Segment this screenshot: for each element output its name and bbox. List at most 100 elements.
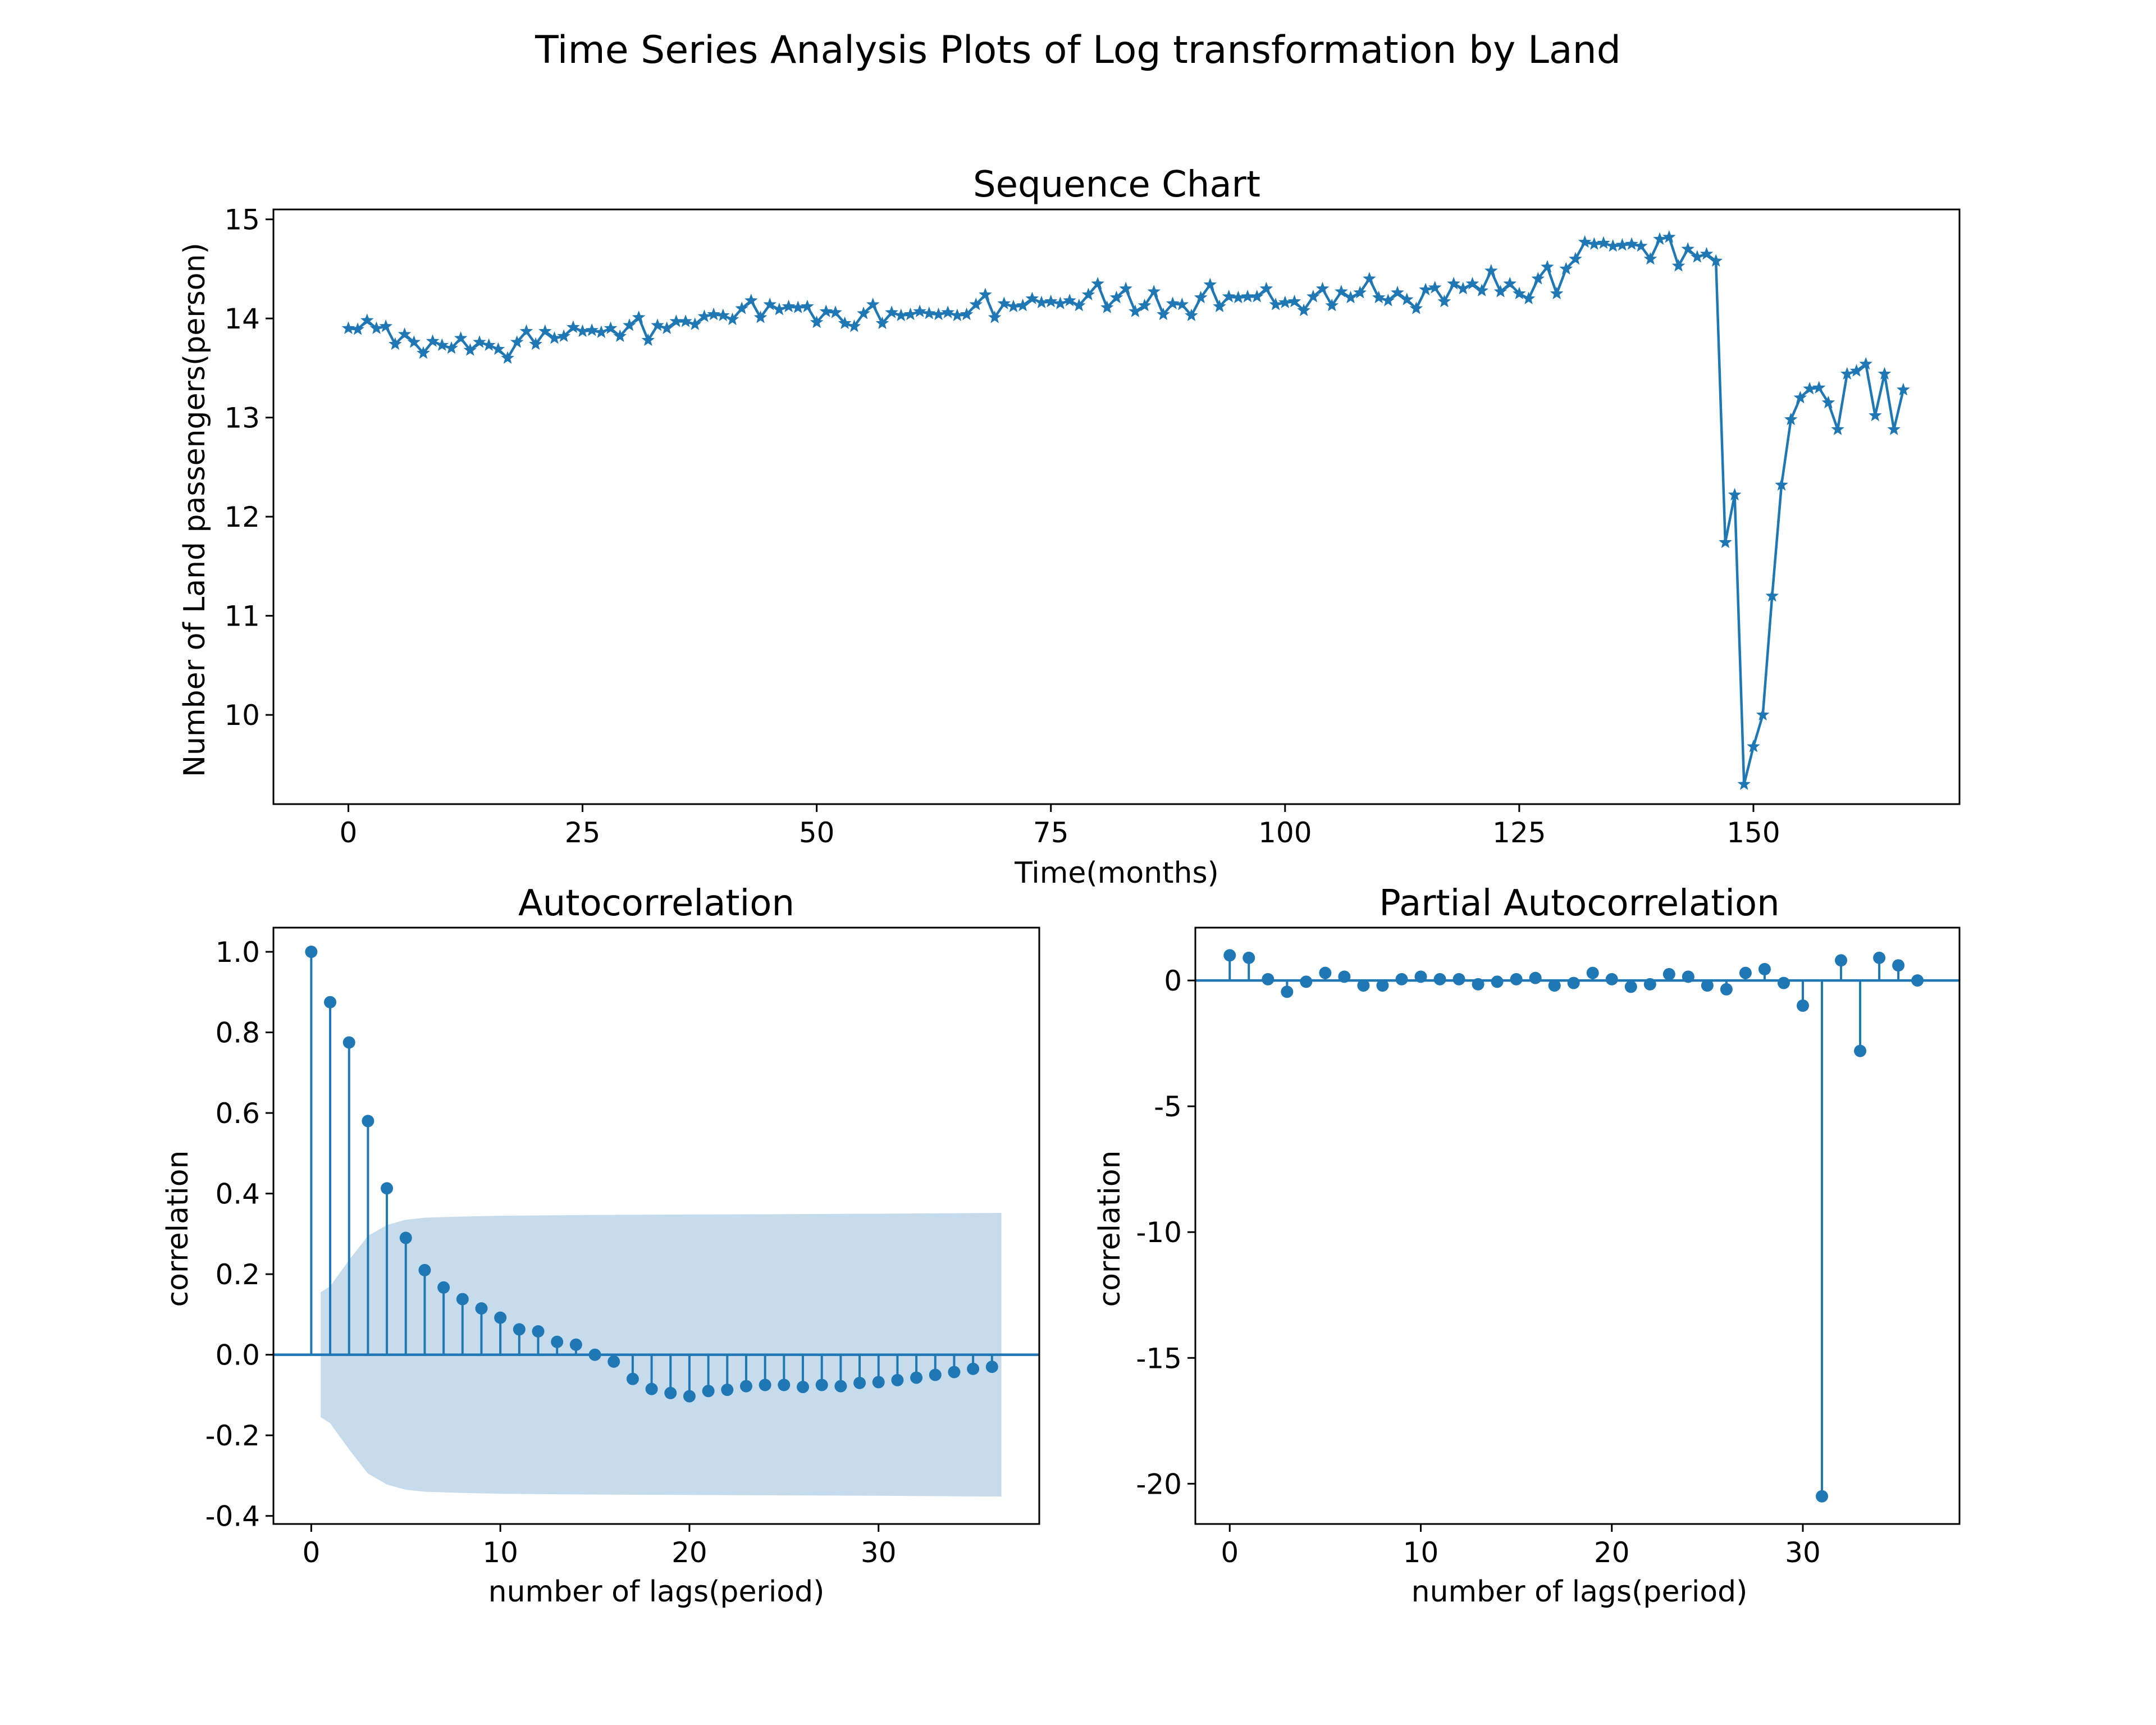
sequence-point xyxy=(417,346,430,359)
autocorrelation-title: Autocorrelation xyxy=(518,883,794,924)
sequence-point xyxy=(1887,422,1901,435)
sequence-point xyxy=(1091,276,1104,290)
sequence-point xyxy=(1044,294,1058,308)
autocorrelation-point xyxy=(985,1361,998,1373)
sequence-point xyxy=(1897,382,1910,396)
autocorrelation-point xyxy=(815,1379,828,1391)
partial-autocorrelation-point xyxy=(1376,979,1389,992)
partial-autocorrelation-point xyxy=(1873,951,1886,964)
sequence-xtick-label: 125 xyxy=(1492,816,1546,849)
sequence-point xyxy=(613,329,627,342)
partial-autocorrelation-point xyxy=(1510,973,1523,985)
sequence-point xyxy=(1166,296,1180,309)
autocorrelation-point xyxy=(683,1390,696,1403)
autocorrelation-point xyxy=(721,1384,734,1397)
sequence-point xyxy=(1437,294,1451,308)
sequence-point xyxy=(1259,281,1273,295)
autocorrelation-ylabel: correlation xyxy=(161,1150,195,1307)
sequence-point xyxy=(1372,290,1386,304)
partial-autocorrelation-point xyxy=(1281,985,1294,998)
sequence-point xyxy=(1053,296,1067,309)
partial-autocorrelation-point xyxy=(1472,978,1484,991)
sequence-point xyxy=(1522,291,1536,304)
sequence-chart-title: Sequence Chart xyxy=(973,164,1260,206)
sequence-point xyxy=(1541,259,1554,273)
autocorrelation-point xyxy=(362,1115,374,1128)
sequence-point xyxy=(510,335,524,348)
sequence-point xyxy=(660,321,674,334)
sequence-point xyxy=(988,310,1002,323)
sequence-point xyxy=(763,297,777,311)
sequence-point xyxy=(1775,478,1788,491)
partial-autocorrelation-point xyxy=(1548,979,1561,992)
sequence-ytick-label: 14 xyxy=(224,303,260,335)
sequence-ytick-label: 11 xyxy=(224,600,260,633)
sequence-point xyxy=(931,307,945,321)
sequence-point xyxy=(1475,284,1488,296)
autocorrelation-point xyxy=(910,1371,923,1384)
autocorrelation-point xyxy=(456,1293,469,1306)
sequence-point xyxy=(1559,262,1573,275)
sequence-point xyxy=(1597,236,1610,249)
autocorrelation-ytick-label: 0.2 xyxy=(215,1258,260,1291)
sequence-point xyxy=(445,341,458,354)
sequence-point xyxy=(1513,286,1526,300)
sequence-point xyxy=(1081,288,1095,300)
sequence-point xyxy=(847,319,861,332)
sequence-point xyxy=(1821,395,1835,409)
sequence-point xyxy=(1325,298,1339,312)
sequence-point xyxy=(1194,290,1208,304)
figure-suptitle: Time Series Analysis Plots of Log transf… xyxy=(535,28,1621,72)
sequence-point xyxy=(369,321,383,334)
autocorrelation-point xyxy=(891,1373,904,1386)
sequence-xtick-label: 150 xyxy=(1726,816,1780,849)
autocorrelation-xlabel: number of lags(period) xyxy=(488,1575,825,1609)
sequence-point xyxy=(997,296,1011,309)
partial-autocorrelation-point xyxy=(1643,978,1656,991)
sequence-chart-xlabel: Time(months) xyxy=(1014,856,1219,890)
sequence-point xyxy=(782,299,796,313)
autocorrelation-point xyxy=(702,1385,715,1398)
sequence-point xyxy=(913,304,926,317)
partial-autocorrelation-point xyxy=(1338,970,1351,983)
autocorrelation-point xyxy=(645,1382,658,1395)
autocorrelation-point xyxy=(739,1380,752,1393)
sequence-xtick-label: 50 xyxy=(799,816,835,849)
autocorrelation-point xyxy=(778,1379,791,1391)
partial-autocorrelation-ylabel: correlation xyxy=(1093,1150,1127,1307)
sequence-point xyxy=(1363,272,1376,285)
partial-autocorrelation-axes-frame xyxy=(1194,927,1961,1525)
sequence-point xyxy=(1671,259,1685,272)
autocorrelation-axes-frame xyxy=(272,927,1040,1525)
sequence-point xyxy=(1793,390,1807,404)
sequence-point xyxy=(463,343,477,356)
sequence-axes-frame xyxy=(272,208,1961,805)
sequence-point xyxy=(1447,276,1460,290)
sequence-chart: Sequence Chart Time(months) Number of La… xyxy=(178,164,1961,890)
partial-autocorrelation-ytick-label: -20 xyxy=(1136,1468,1182,1500)
sequence-point xyxy=(688,317,702,330)
sequence-point xyxy=(435,338,449,351)
autocorrelation-point xyxy=(418,1263,431,1276)
sequence-point xyxy=(1119,281,1132,295)
sequence-xtick-label: 25 xyxy=(565,816,601,849)
sequence-point xyxy=(1465,276,1479,290)
sequence-ytick-label: 10 xyxy=(224,699,260,732)
partial-autocorrelation-point xyxy=(1223,949,1236,962)
sequence-point xyxy=(1681,242,1694,255)
autocorrelation-point xyxy=(569,1338,582,1351)
autocorrelation-point xyxy=(626,1372,639,1385)
sequence-point xyxy=(773,302,786,316)
autocorrelation-ytick-label: 0.4 xyxy=(215,1178,260,1211)
autocorrelation-point xyxy=(342,1036,355,1049)
sequence-point xyxy=(604,321,618,334)
partial-autocorrelation-point xyxy=(1777,976,1790,989)
sequence-point xyxy=(1531,272,1545,285)
sequence-point xyxy=(473,335,486,348)
sequence-point xyxy=(567,320,580,334)
sequence-point xyxy=(1493,285,1508,298)
sequence-point xyxy=(1250,289,1264,303)
partial-autocorrelation-xtick-label: 20 xyxy=(1594,1536,1630,1569)
sequence-point xyxy=(1419,282,1432,296)
partial-autocorrelation-point xyxy=(1300,975,1313,988)
